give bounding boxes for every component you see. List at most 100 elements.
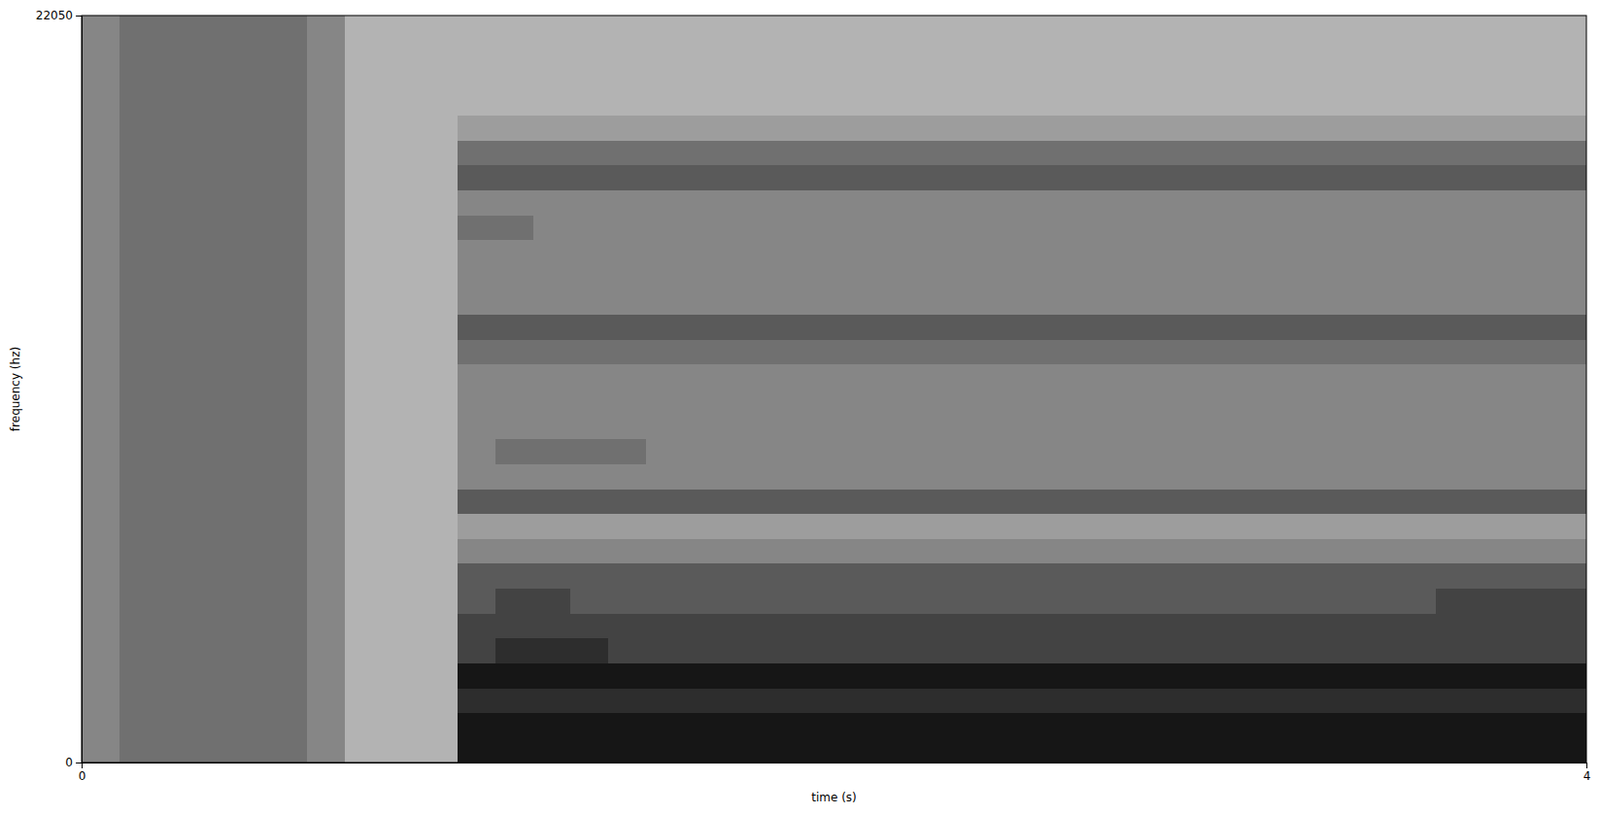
cell — [382, 364, 421, 390]
cell — [646, 165, 684, 191]
cell — [495, 389, 534, 415]
cell — [81, 239, 120, 266]
cell — [646, 314, 684, 341]
cell — [1361, 239, 1399, 266]
cell — [156, 15, 195, 41]
cell — [194, 165, 233, 191]
cell — [720, 488, 759, 514]
cell — [194, 687, 233, 714]
plot-frame — [81, 15, 1587, 763]
cell — [947, 713, 986, 739]
cell — [1397, 687, 1436, 714]
cell — [344, 389, 383, 415]
cell — [232, 40, 271, 67]
cell — [533, 713, 572, 739]
tick: 22050 — [35, 8, 82, 23]
cell — [495, 339, 534, 365]
cell — [796, 662, 835, 688]
cell — [683, 339, 722, 365]
cell — [533, 65, 572, 91]
cell — [1548, 264, 1587, 290]
cell — [1210, 687, 1249, 714]
cell — [457, 289, 496, 315]
cell — [382, 488, 421, 514]
cell — [1323, 563, 1362, 589]
cell — [1285, 65, 1324, 91]
cell — [1473, 314, 1512, 341]
cell — [119, 139, 158, 166]
cell — [270, 563, 308, 589]
cell — [758, 239, 797, 266]
cell — [1247, 90, 1286, 116]
cell — [1134, 15, 1173, 41]
cell — [1548, 439, 1587, 465]
cell — [947, 40, 986, 67]
cell — [834, 65, 873, 91]
cell — [495, 439, 534, 465]
cell — [344, 40, 383, 67]
cell — [495, 65, 534, 91]
cell — [834, 463, 873, 489]
cell — [984, 713, 1022, 739]
cell — [1435, 364, 1474, 390]
cell — [1511, 439, 1550, 465]
cell — [232, 115, 271, 141]
cell — [720, 413, 759, 440]
cell — [758, 165, 797, 191]
cell — [1134, 289, 1173, 315]
cell — [1097, 662, 1136, 688]
cell — [1172, 687, 1211, 714]
cell — [1397, 339, 1436, 365]
cell — [947, 463, 986, 489]
cell — [1435, 563, 1474, 589]
cell — [1435, 612, 1474, 639]
cell — [1361, 65, 1399, 91]
cell — [1511, 488, 1550, 514]
cell — [1134, 612, 1173, 639]
cell — [909, 139, 948, 166]
cell — [796, 15, 835, 41]
cell — [871, 189, 910, 215]
cell — [1285, 588, 1324, 614]
cell — [495, 687, 534, 714]
cell — [194, 612, 233, 639]
cell — [306, 339, 345, 365]
cell — [270, 339, 308, 365]
cell — [306, 538, 345, 564]
cell — [984, 289, 1022, 315]
cell — [1021, 588, 1060, 614]
cell — [646, 65, 684, 91]
cell — [796, 463, 835, 489]
cell — [344, 65, 383, 91]
cell — [1361, 687, 1399, 714]
cell — [1210, 713, 1249, 739]
cell — [1511, 115, 1550, 141]
cell — [758, 638, 797, 664]
cell — [306, 40, 345, 67]
cell — [1097, 15, 1136, 41]
cell — [306, 139, 345, 166]
cell — [420, 413, 459, 440]
cell — [1021, 563, 1060, 589]
cell — [834, 115, 873, 141]
cell — [344, 513, 383, 540]
cell — [1021, 289, 1060, 315]
cell — [984, 488, 1022, 514]
cell — [1021, 413, 1060, 440]
cell — [194, 189, 233, 215]
cell — [495, 165, 534, 191]
cell — [457, 612, 496, 639]
cell — [758, 90, 797, 116]
cell — [457, 513, 496, 540]
cell — [1285, 463, 1324, 489]
cell — [457, 165, 496, 191]
cell — [495, 90, 534, 116]
cell — [533, 513, 572, 540]
cell — [608, 40, 647, 67]
cell — [344, 115, 383, 141]
cell — [306, 713, 345, 739]
cell — [758, 389, 797, 415]
cell — [1397, 389, 1436, 415]
cell — [119, 239, 158, 266]
cell — [720, 65, 759, 91]
